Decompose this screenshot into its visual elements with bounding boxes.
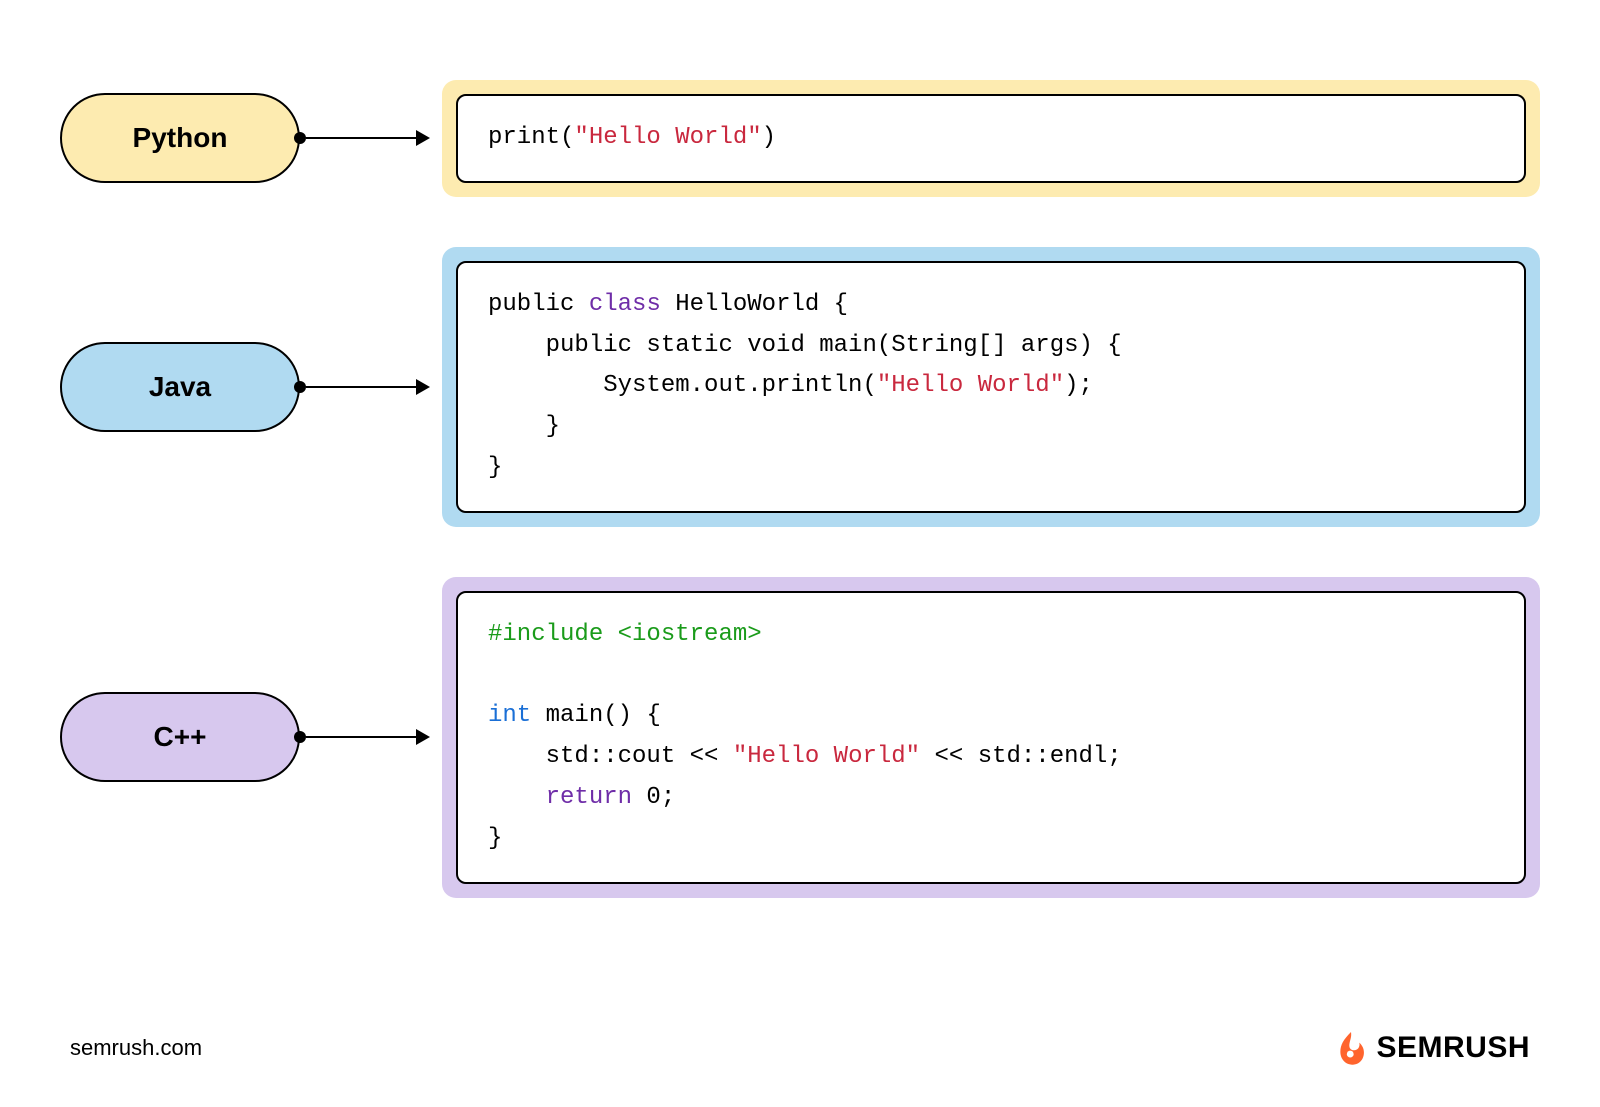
row-cpp: C++ #include <iostream> int main() { std:… bbox=[60, 577, 1540, 898]
brand-name: SEMRUSH bbox=[1376, 1031, 1530, 1065]
code-panel-cpp: #include <iostream> int main() { std::co… bbox=[442, 577, 1540, 898]
code-token: print( bbox=[488, 124, 574, 151]
code-token: int bbox=[488, 702, 531, 729]
code-token: << std::endl; bbox=[920, 743, 1122, 770]
code-content-python: print("Hello World") bbox=[456, 94, 1526, 183]
footer: semrush.com SEMRUSH bbox=[70, 1029, 1530, 1067]
code-token: ) bbox=[762, 124, 776, 151]
diagram-rows: Pythonprint("Hello World")Javapublic cla… bbox=[60, 80, 1540, 898]
footer-site: semrush.com bbox=[70, 1035, 202, 1061]
code-token: } bbox=[488, 413, 560, 440]
code-token: System.out.println( bbox=[488, 372, 877, 399]
code-panel-python: print("Hello World") bbox=[442, 80, 1540, 197]
code-token: "Hello World" bbox=[574, 124, 761, 151]
code-token: #include <iostream> bbox=[488, 621, 762, 648]
code-panel-java: public class HelloWorld { public static … bbox=[442, 247, 1540, 527]
connector-arrow bbox=[300, 379, 442, 395]
code-content-cpp: #include <iostream> int main() { std::co… bbox=[456, 591, 1526, 884]
code-token bbox=[488, 784, 546, 811]
code-token: ); bbox=[1064, 372, 1093, 399]
code-token: std::cout << bbox=[488, 743, 733, 770]
language-pill-cpp: C++ bbox=[60, 692, 300, 782]
language-pill-python: Python bbox=[60, 93, 300, 183]
row-python: Python print("Hello World") bbox=[60, 80, 1540, 197]
connector-arrow bbox=[300, 130, 442, 146]
row-java: Java public class HelloWorld { public sta… bbox=[60, 247, 1540, 527]
code-token: "Hello World" bbox=[733, 743, 920, 770]
code-token: public bbox=[488, 291, 589, 318]
code-token: main() { bbox=[531, 702, 661, 729]
code-token: 0; bbox=[632, 784, 675, 811]
code-token: } bbox=[488, 825, 502, 852]
code-token: return bbox=[546, 784, 632, 811]
language-pill-java: Java bbox=[60, 342, 300, 432]
code-token: HelloWorld { bbox=[661, 291, 848, 318]
code-token: } bbox=[488, 454, 502, 481]
brand-logo: SEMRUSH bbox=[1332, 1029, 1530, 1067]
code-token: "Hello World" bbox=[877, 372, 1064, 399]
code-token: public static void main(String[] args) { bbox=[488, 332, 1122, 359]
code-token: class bbox=[589, 291, 661, 318]
semrush-flame-icon bbox=[1332, 1029, 1370, 1067]
code-content-java: public class HelloWorld { public static … bbox=[456, 261, 1526, 513]
connector-arrow bbox=[300, 729, 442, 745]
